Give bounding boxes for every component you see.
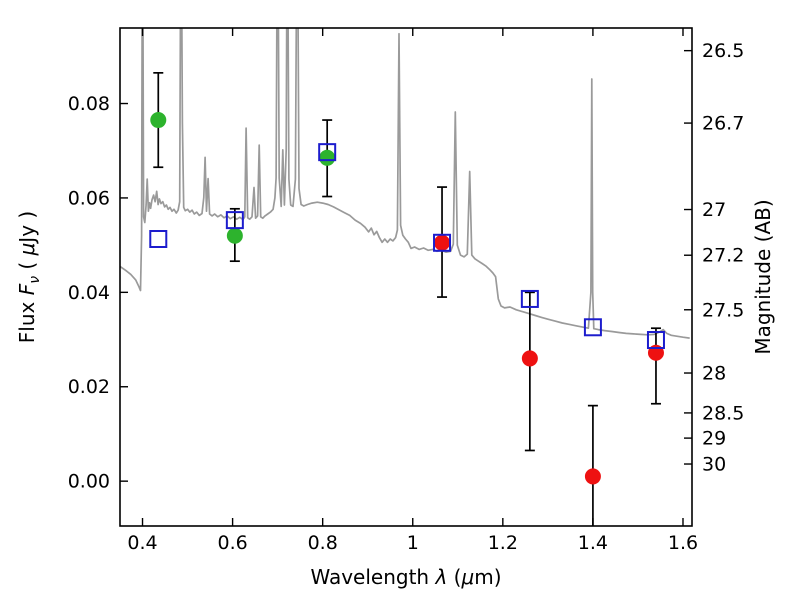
observed-optical-marker bbox=[319, 149, 336, 166]
observed-nir-marker bbox=[584, 468, 601, 485]
flux-tick-label: 0.06 bbox=[68, 187, 110, 209]
model-photometry-marker bbox=[520, 289, 539, 308]
model-photometry-marker bbox=[149, 230, 168, 249]
model-photometry-marker bbox=[646, 331, 665, 350]
magnitude-axis-label: Magnitude (AB) bbox=[751, 199, 775, 354]
model-spectrum-line bbox=[120, 28, 690, 339]
mag-tick-label: 30 bbox=[702, 454, 726, 476]
observed-nir-marker bbox=[521, 350, 538, 367]
x-axis-label: Wavelength λ (μm) bbox=[310, 565, 501, 589]
errorbar bbox=[650, 327, 661, 405]
model-photometry-marker bbox=[318, 143, 337, 162]
mag-tick-label: 27.2 bbox=[702, 245, 744, 267]
errorbar bbox=[524, 291, 535, 452]
plot-area bbox=[120, 28, 690, 526]
observed-optical-marker bbox=[226, 227, 243, 244]
mag-tick-label: 26.5 bbox=[702, 40, 744, 62]
mag-tick-label: 28 bbox=[702, 363, 726, 385]
flux-axis-label: Flux Fν ( μJy ) bbox=[15, 211, 43, 343]
mag-tick-label: 29 bbox=[702, 428, 726, 450]
model-photometry-marker bbox=[225, 211, 244, 230]
mag-tick-label: 27 bbox=[702, 199, 726, 221]
mag-tick-label: 26.7 bbox=[702, 113, 744, 135]
x-tick-label: 0.6 bbox=[217, 532, 247, 554]
mag-tick-label: 27.5 bbox=[702, 299, 744, 321]
x-tick-label: 0.4 bbox=[127, 532, 157, 554]
model-photometry-marker bbox=[433, 233, 452, 252]
model-photometry-marker bbox=[583, 318, 602, 337]
x-tick-label: 1.6 bbox=[668, 532, 698, 554]
plot-frame bbox=[119, 27, 693, 527]
flux-tick-label: 0.04 bbox=[68, 282, 110, 304]
observed-optical-marker bbox=[150, 112, 167, 129]
x-tick-label: 0.8 bbox=[308, 532, 338, 554]
flux-tick-label: 0.08 bbox=[68, 93, 110, 115]
observed-nir-marker bbox=[434, 234, 451, 251]
flux-tick-label: 0.02 bbox=[68, 376, 110, 398]
x-tick-label: 1.2 bbox=[488, 532, 518, 554]
mag-tick-label: 28.5 bbox=[702, 402, 744, 424]
x-tick-label: 1.4 bbox=[578, 532, 608, 554]
flux-tick-label: 0.00 bbox=[68, 471, 110, 493]
x-tick-label: 1 bbox=[407, 532, 419, 554]
